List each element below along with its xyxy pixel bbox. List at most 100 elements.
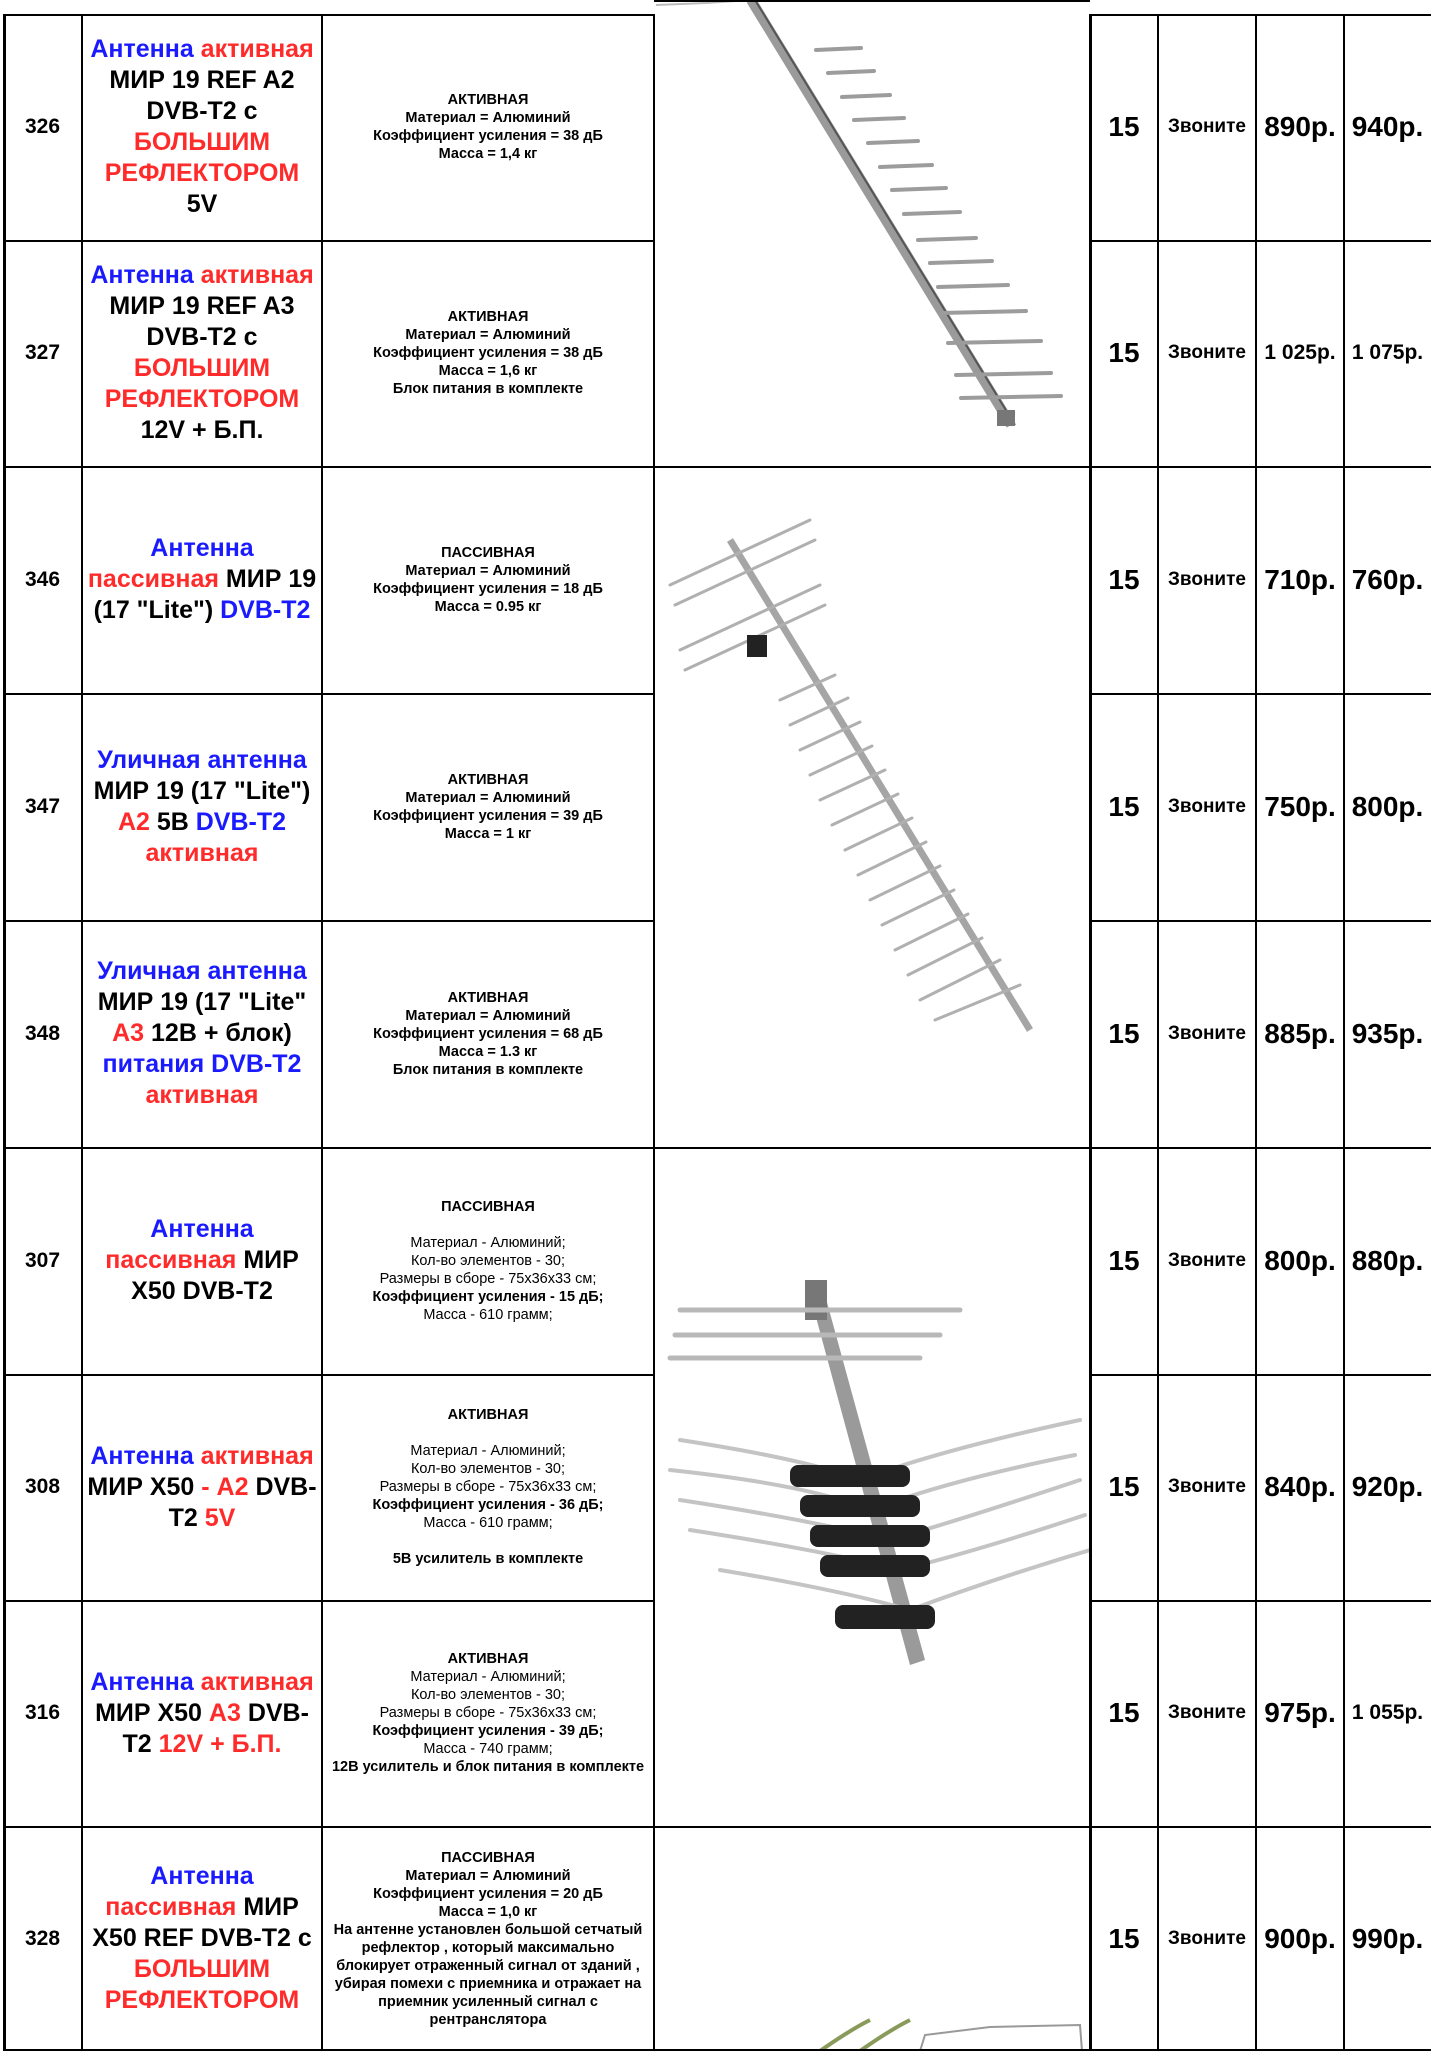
product-name-part: 12V + Б.П. [158,1729,282,1758]
product-name-part: Антенна [90,261,201,289]
column-divider [321,14,323,2051]
product-name-part: активная [145,1081,259,1109]
price-1: 975р. [1264,1697,1336,1728]
column-divider [1089,14,1092,2051]
row-divider [3,14,654,16]
description-line: Материал - Алюминий; [410,1234,566,1251]
image-divider [654,0,1090,2]
product-name-part: МИР 19 (17 "Lite") [93,565,317,624]
row-divider [1090,1374,1431,1376]
product-name: Уличная антенна МИР 19 (17 "Lite" А3 12В… [82,920,322,1147]
description-line: Материал = Алюминий [405,789,571,806]
product-name-part: пассивная [105,1246,244,1274]
product-name-part: БОЛЬШИМ РЕФЛЕКТОРОМ [104,128,300,187]
description-line: 12В усилитель и блок питания в комплекте [331,1759,645,1775]
description-line [486,1532,490,1550]
column-divider [81,14,83,2051]
image-divider [654,466,1090,468]
row-divider [3,2049,1431,2051]
description-line: Материал - Алюминий; [410,1669,566,1685]
product-name-part: МИР X50 REF DVB-T2 с [92,1893,312,1952]
call-label: Звоните [1168,342,1246,363]
product-name-part: 5В [156,807,196,836]
description-line: Материал = Алюминий [405,1007,571,1024]
price-2: 935р. [1351,1017,1424,1049]
product-name-part: DVB-T2 [168,1472,317,1532]
product-name-part: МИР X50 DVB-T2 [131,1246,299,1305]
product-name: Антенна активная МИР 19 REF A3 DVB-T2 с … [82,240,322,466]
description-line: Материал = Алюминий [405,562,571,579]
description-line: Размеры в сборе - 75x36x33 см; [379,1270,597,1287]
product-name-part: DVB-T2 [220,596,311,624]
product-id: 307 [24,1248,61,1272]
product-name-part: активная [200,1441,314,1470]
row-divider [3,1374,654,1376]
product-description: ПАССИВНАЯ Материал = Алюминий Коэффициент … [322,466,654,693]
row-divider [1090,920,1431,922]
product-name: Антенна пассивная МИР X50 DVB-T2 [82,1147,322,1374]
description-line: Кол-во элементов - 30; [410,1461,566,1477]
row-divider [3,920,654,922]
product-name-part: - А2 [201,1472,256,1501]
description-line: АКТИВНАЯ [447,771,529,788]
description-line: Кол-во элементов - 30; [410,1687,566,1703]
product-name-part: БОЛЬШИМ РЕФЛЕКТОРОМ [104,354,300,413]
call-label: Звоните [1168,1476,1246,1497]
product-name-part: МИР X50 [95,1698,209,1727]
description-line: Размеры в сборе - 75x36x33 см; [379,1479,597,1495]
product-name-part: БОЛЬШИМ РЕФЛЕКТОРОМ [104,1955,300,2014]
quantity: 15 [1108,1244,1140,1276]
product-id: 327 [24,341,61,364]
product-name-part: Уличная антенна [97,957,307,985]
product-description: АКТИВНАЯ Материал = Алюминий Коэффициент у… [322,14,654,240]
description-line: Масса = 0.95 кг [434,598,542,615]
description-line: Коэффициент усиления = 20 дБ [373,1885,603,1902]
description-line: Блок питания в комплекте [392,381,584,397]
description-line: Блок питания в комплекте [392,1061,584,1078]
product-id: 316 [24,1701,61,1724]
price-1: 800р. [1264,1244,1336,1276]
price-1: 900р. [1264,1922,1336,1954]
description-line: ПАССИВНАЯ [441,1849,535,1866]
description-line: Материал = Алюминий [405,1867,571,1884]
product-name-part: пассивная [105,1893,244,1921]
call-label: Звоните [1168,568,1246,590]
description-line: Масса = 1 кг [444,825,532,842]
price-2: 940р. [1351,111,1424,142]
price-2: 760р. [1351,563,1424,595]
product-name-part: МИР X50 [87,1472,202,1501]
description-line: АКТИВНАЯ [447,309,529,325]
product-name-part: пассивная [87,565,226,593]
description-line: На антенне установлен большой сетчатый р… [333,1921,643,2028]
price-1: 750р. [1264,790,1336,822]
product-name-part: активная [145,838,259,867]
description-line: Масса - 740 грамм; [423,1741,553,1757]
antenna-image-mir-x50 [660,1280,1090,1700]
row-divider [3,1826,654,1828]
product-name-part: активная [200,261,314,289]
product-name-part: МИР 19 (17 "Lite") [93,776,311,805]
price-2: 920р. [1351,1471,1424,1502]
description-line: Масса = 1,6 кг [438,363,538,379]
description-line: ПАССИВНАЯ [441,1198,535,1215]
antenna-image-mir-x50-ref [760,1975,1090,2051]
image-divider [654,1826,1090,1828]
description-line [486,1216,490,1234]
row-divider [1090,1826,1431,1828]
call-label: Звоните [1168,1249,1246,1271]
product-name-part: Антенна [150,534,254,562]
row-divider [3,240,654,242]
description-line: Размеры в сборе - 75x36x33 см; [379,1705,597,1721]
product-name: Антенна пассивная МИР X50 REF DVB-T2 с Б… [82,1826,322,2051]
description-line: Масса - 610 грамм; [423,1306,553,1323]
quantity: 15 [1108,1697,1140,1728]
product-id: 346 [24,567,61,591]
column-divider [1255,14,1257,2051]
antenna-image-mir19-lite [660,510,1080,1050]
product-name-part: Антенна [90,1441,201,1470]
row-divider [3,1147,654,1149]
column-divider [1157,14,1159,2051]
product-id: 308 [24,1475,61,1498]
product-name: Антенна пассивная МИР 19 (17 "Lite") DVB… [82,466,322,693]
row-divider [3,693,654,695]
